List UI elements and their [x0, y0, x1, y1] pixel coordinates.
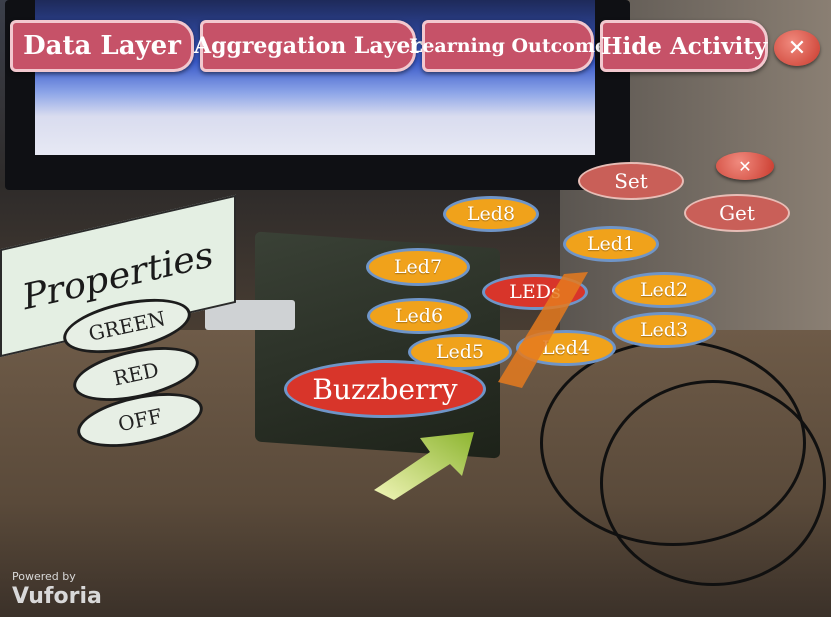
hide-activity-button[interactable]: Hide Activity	[600, 20, 768, 72]
powered-by-text: Powered by	[12, 570, 76, 583]
get-button[interactable]: Get	[684, 194, 790, 232]
led3-button[interactable]: Led3	[612, 312, 716, 348]
led2-button[interactable]: Led2	[612, 272, 716, 308]
buzzberry-button[interactable]: Buzzberry	[284, 360, 486, 418]
black-cable	[600, 380, 826, 586]
close-icon[interactable]: ✕	[716, 152, 774, 180]
led6-button[interactable]: Led6	[367, 298, 471, 334]
pointer-icon	[498, 272, 588, 388]
led8-button[interactable]: Led8	[443, 196, 539, 232]
close-icon[interactable]: ✕	[774, 30, 820, 66]
aggregation-layer-button[interactable]: Aggregation Layer	[194, 20, 422, 72]
set-button[interactable]: Set	[578, 162, 684, 200]
data-layer-button[interactable]: Data Layer	[10, 20, 194, 72]
learning-outcome-button[interactable]: Learning Outcome	[409, 20, 607, 72]
led1-button[interactable]: Led1	[563, 226, 659, 262]
vuforia-logo: Vuforia	[12, 584, 102, 609]
arrow-icon	[374, 432, 474, 500]
led7-button[interactable]: Led7	[366, 248, 470, 286]
